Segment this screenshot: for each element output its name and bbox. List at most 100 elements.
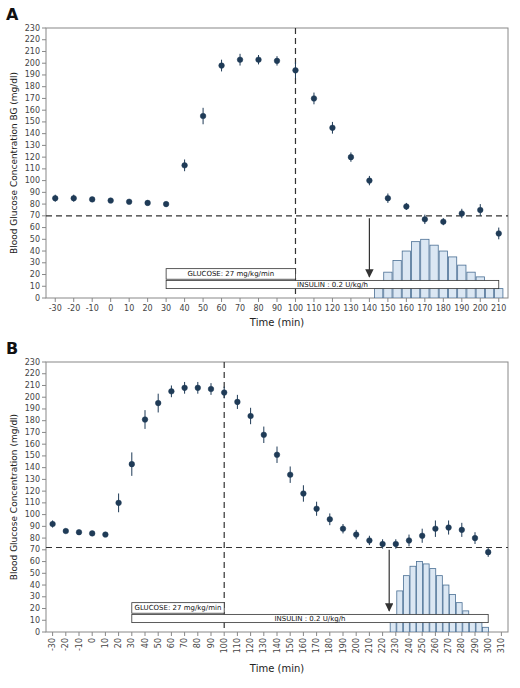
y-tick	[42, 110, 46, 111]
y-tick-label: 190	[25, 70, 40, 79]
infusion-bar	[443, 585, 449, 632]
x-tick	[79, 632, 80, 636]
x-tick	[422, 632, 423, 636]
infusion-bar	[495, 289, 503, 298]
x-tick-label: -10	[86, 304, 99, 313]
x-tick	[263, 632, 264, 636]
y-tick	[42, 455, 46, 456]
y-tick	[42, 561, 46, 562]
plot-area	[46, 28, 508, 298]
y-tick-label: 210	[25, 381, 40, 390]
infusion-bar	[403, 576, 409, 632]
x-tick-label: 10	[101, 638, 110, 648]
data-point	[182, 163, 188, 169]
x-tick-label: 70	[235, 304, 245, 313]
x-tick-label: 200	[473, 304, 488, 313]
x-tick-label: 130	[343, 304, 358, 313]
x-axis-label: Time (min)	[249, 663, 304, 674]
x-tick	[118, 632, 119, 636]
y-tick-label: 70	[30, 211, 40, 220]
x-tick	[92, 298, 93, 302]
y-tick	[42, 133, 46, 134]
insulin-label: INSULIN : 0.2 U/kg/h	[297, 281, 368, 289]
y-tick	[42, 262, 46, 263]
x-tick	[184, 298, 185, 302]
x-tick	[203, 298, 204, 302]
data-point	[116, 500, 122, 506]
x-tick	[498, 298, 499, 302]
y-tick-label: 30	[30, 592, 40, 601]
x-tick	[501, 632, 502, 636]
data-point	[155, 400, 161, 406]
x-tick-label: 290	[471, 638, 480, 653]
y-tick	[42, 408, 46, 409]
x-tick	[166, 298, 167, 302]
y-tick	[42, 215, 46, 216]
x-tick-label: 190	[454, 304, 469, 313]
data-point	[301, 491, 307, 497]
y-tick-label: 90	[30, 188, 40, 197]
x-tick	[448, 632, 449, 636]
y-tick	[42, 168, 46, 169]
x-tick-label: 20	[114, 638, 123, 648]
x-tick-label: 300	[484, 638, 493, 653]
x-tick-label: 110	[306, 304, 321, 313]
x-tick-label: 110	[233, 638, 242, 653]
data-point	[340, 526, 346, 532]
x-tick	[224, 632, 225, 636]
glucose-bar	[166, 269, 295, 280]
data-point	[163, 201, 169, 207]
x-tick	[211, 632, 212, 636]
data-point	[446, 525, 452, 531]
data-point	[459, 527, 465, 533]
x-tick	[147, 298, 148, 302]
y-tick	[42, 538, 46, 539]
x-tick-label: -30	[48, 638, 57, 651]
data-point	[274, 58, 280, 64]
data-point	[129, 461, 135, 467]
infusion-bar	[448, 257, 456, 298]
data-point	[459, 211, 465, 217]
y-tick-label: 170	[25, 428, 40, 437]
y-tick	[42, 608, 46, 609]
insulin-bar	[132, 614, 488, 622]
y-tick-label: 50	[30, 569, 40, 578]
x-tick	[329, 632, 330, 636]
y-tick	[42, 467, 46, 468]
infusion-bar	[439, 251, 447, 298]
data-point	[348, 154, 354, 160]
y-tick	[42, 274, 46, 275]
y-tick	[42, 585, 46, 586]
y-tick	[42, 39, 46, 40]
x-tick-label: 120	[246, 638, 255, 653]
y-tick-label: 20	[30, 604, 40, 613]
x-tick-label: 40	[180, 304, 190, 313]
x-tick	[92, 632, 93, 636]
data-point	[404, 204, 410, 210]
x-tick	[395, 632, 396, 636]
y-tick-label: 10	[30, 616, 40, 625]
x-tick-label: -20	[61, 638, 70, 651]
plot-frame	[46, 28, 508, 298]
insulin-label: INSULIN : 0.2 U/kg/h	[274, 615, 345, 623]
x-tick-label: 80	[193, 638, 202, 648]
x-tick	[197, 632, 198, 636]
y-tick-label: 230	[25, 358, 40, 367]
data-point	[71, 195, 77, 201]
x-tick	[409, 632, 410, 636]
x-tick-label: 190	[339, 638, 348, 653]
y-tick-label: 110	[25, 164, 40, 173]
x-tick	[316, 632, 317, 636]
y-tick	[42, 286, 46, 287]
x-tick	[240, 298, 241, 302]
y-tick	[42, 549, 46, 550]
x-tick	[424, 298, 425, 302]
y-tick	[42, 444, 46, 445]
x-tick-label: 80	[253, 304, 263, 313]
y-tick-label: 140	[25, 129, 40, 138]
y-tick-label: 200	[25, 393, 40, 402]
y-tick	[42, 227, 46, 228]
data-point	[219, 63, 225, 69]
x-tick	[382, 632, 383, 636]
x-tick	[158, 632, 159, 636]
